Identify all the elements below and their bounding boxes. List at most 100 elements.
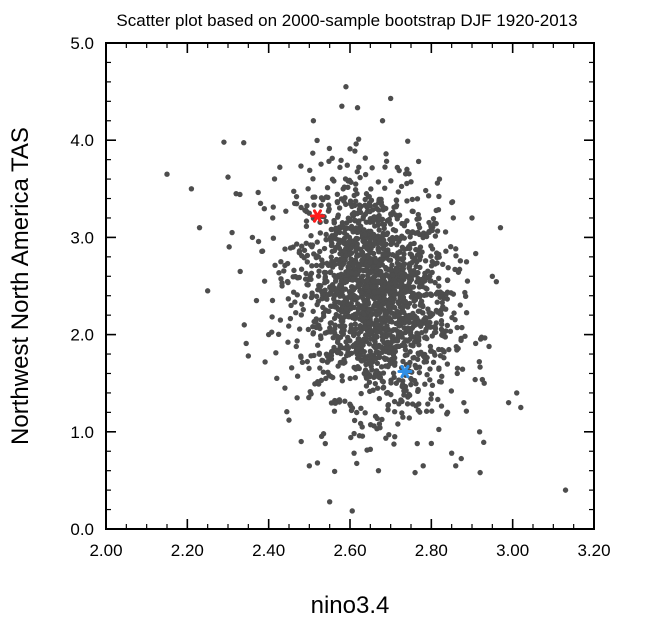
data-point <box>438 403 445 409</box>
data-point <box>336 205 343 211</box>
data-point <box>405 304 411 310</box>
data-point <box>331 315 338 322</box>
data-point <box>314 137 320 144</box>
data-point <box>274 375 280 382</box>
data-point <box>269 314 275 320</box>
data-point <box>376 227 382 233</box>
data-point <box>426 314 433 320</box>
data-point <box>352 198 359 204</box>
data-point <box>486 343 492 350</box>
data-point <box>393 197 400 204</box>
data-point <box>415 278 421 285</box>
data-point <box>367 259 373 265</box>
data-point <box>434 289 441 295</box>
data-point <box>294 241 300 247</box>
data-point <box>387 95 394 102</box>
data-point <box>347 217 353 224</box>
data-point <box>337 164 343 171</box>
data-point <box>391 292 398 298</box>
data-point <box>275 331 282 337</box>
data-point <box>450 215 457 221</box>
data-point <box>481 439 487 446</box>
data-point <box>396 401 402 407</box>
data-point <box>253 297 260 304</box>
data-point <box>358 358 365 364</box>
data-point <box>332 231 339 238</box>
data-point <box>313 324 319 331</box>
data-point <box>410 208 416 215</box>
data-point <box>296 326 303 332</box>
data-point <box>427 319 433 326</box>
data-point <box>314 460 321 466</box>
data-point <box>392 279 399 285</box>
data-point <box>374 294 380 301</box>
x-tick-label: 3.00 <box>496 541 529 560</box>
data-point <box>343 245 349 251</box>
data-point <box>374 360 381 366</box>
data-point <box>431 329 438 336</box>
data-point <box>351 417 358 424</box>
data-point <box>196 224 203 231</box>
data-point <box>392 348 399 355</box>
data-point <box>288 302 294 309</box>
data-point <box>314 379 321 385</box>
data-point <box>277 317 284 323</box>
data-point <box>347 146 353 152</box>
data-point <box>335 241 342 247</box>
data-point <box>401 262 407 268</box>
data-point <box>404 337 411 344</box>
data-point <box>315 287 321 293</box>
data-point <box>419 283 426 290</box>
data-point <box>382 185 388 191</box>
data-point <box>444 409 451 416</box>
data-point <box>355 365 361 371</box>
data-point <box>385 407 391 413</box>
data-point <box>432 279 438 286</box>
data-point <box>379 349 386 355</box>
data-point <box>354 168 360 175</box>
data-point <box>293 343 299 350</box>
data-point <box>338 318 344 324</box>
data-point <box>349 203 355 210</box>
data-point <box>277 164 283 170</box>
data-point <box>339 378 346 384</box>
data-point <box>339 262 345 268</box>
data-point <box>381 225 387 232</box>
data-point <box>316 351 323 357</box>
data-point <box>444 322 451 329</box>
data-point <box>327 269 333 276</box>
data-point <box>355 335 362 342</box>
data-point <box>393 268 399 274</box>
data-point <box>347 375 353 382</box>
data-point <box>290 274 296 280</box>
data-point <box>352 321 358 327</box>
data-point <box>430 359 437 365</box>
data-point <box>497 224 504 231</box>
data-point <box>335 212 341 218</box>
data-point <box>411 303 418 309</box>
data-point <box>435 396 441 403</box>
data-point <box>229 229 235 236</box>
data-point <box>374 415 380 422</box>
data-point <box>336 229 343 236</box>
data-point <box>463 259 470 265</box>
data-point <box>286 323 292 329</box>
data-point <box>282 246 288 252</box>
data-point <box>341 235 348 242</box>
data-point <box>340 331 347 337</box>
data-point <box>415 158 422 165</box>
data-point <box>425 401 431 407</box>
data-point <box>408 342 414 348</box>
data-point <box>385 284 392 290</box>
data-point <box>434 254 440 261</box>
data-point <box>429 408 435 414</box>
data-point <box>444 296 450 302</box>
data-point <box>353 141 359 147</box>
data-point <box>368 328 374 334</box>
x-axis: 2.00 2.20 2.40 2.60 2.80 3.00 3.20 <box>89 43 611 560</box>
data-point <box>320 369 327 375</box>
data-point <box>326 499 333 505</box>
data-point <box>367 348 374 355</box>
data-point <box>334 191 341 197</box>
data-point <box>347 250 354 257</box>
